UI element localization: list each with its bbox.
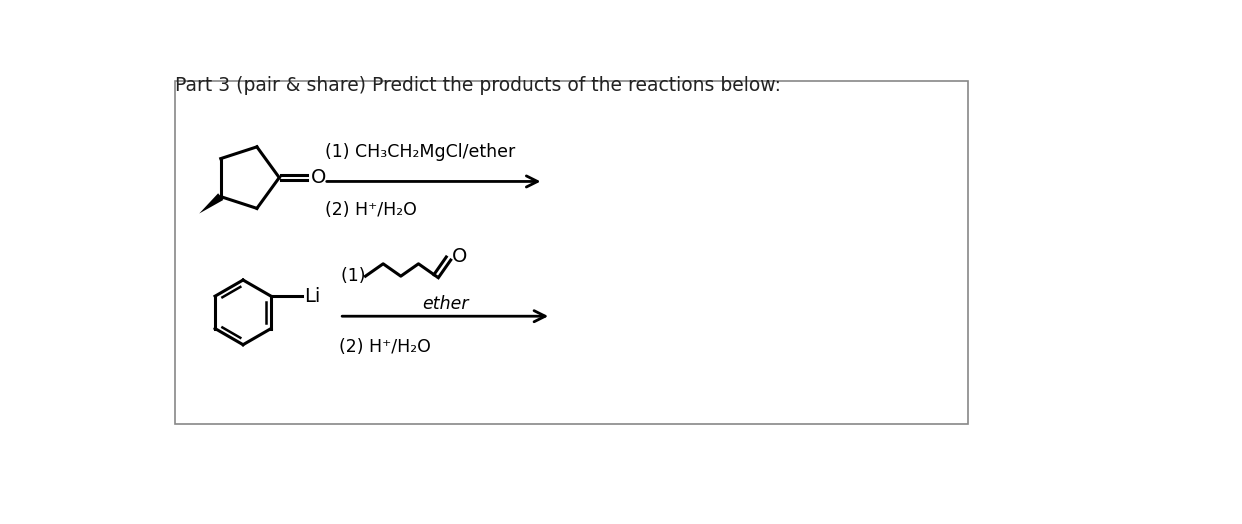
Text: Part 3 (pair & share) Predict the products of the reactions below:: Part 3 (pair & share) Predict the produc… — [175, 76, 781, 95]
Text: O: O — [452, 247, 468, 267]
Text: (2) H⁺/H₂O: (2) H⁺/H₂O — [339, 338, 431, 356]
Text: (1): (1) — [340, 267, 371, 285]
Text: (2) H⁺/H₂O: (2) H⁺/H₂O — [325, 202, 417, 220]
Text: Li: Li — [304, 287, 320, 305]
Bar — [175, 81, 969, 424]
Text: ether: ether — [422, 295, 468, 313]
Text: (1) CH₃CH₂MgCl/ether: (1) CH₃CH₂MgCl/ether — [325, 144, 515, 161]
Text: O: O — [310, 168, 327, 187]
Polygon shape — [199, 193, 224, 214]
